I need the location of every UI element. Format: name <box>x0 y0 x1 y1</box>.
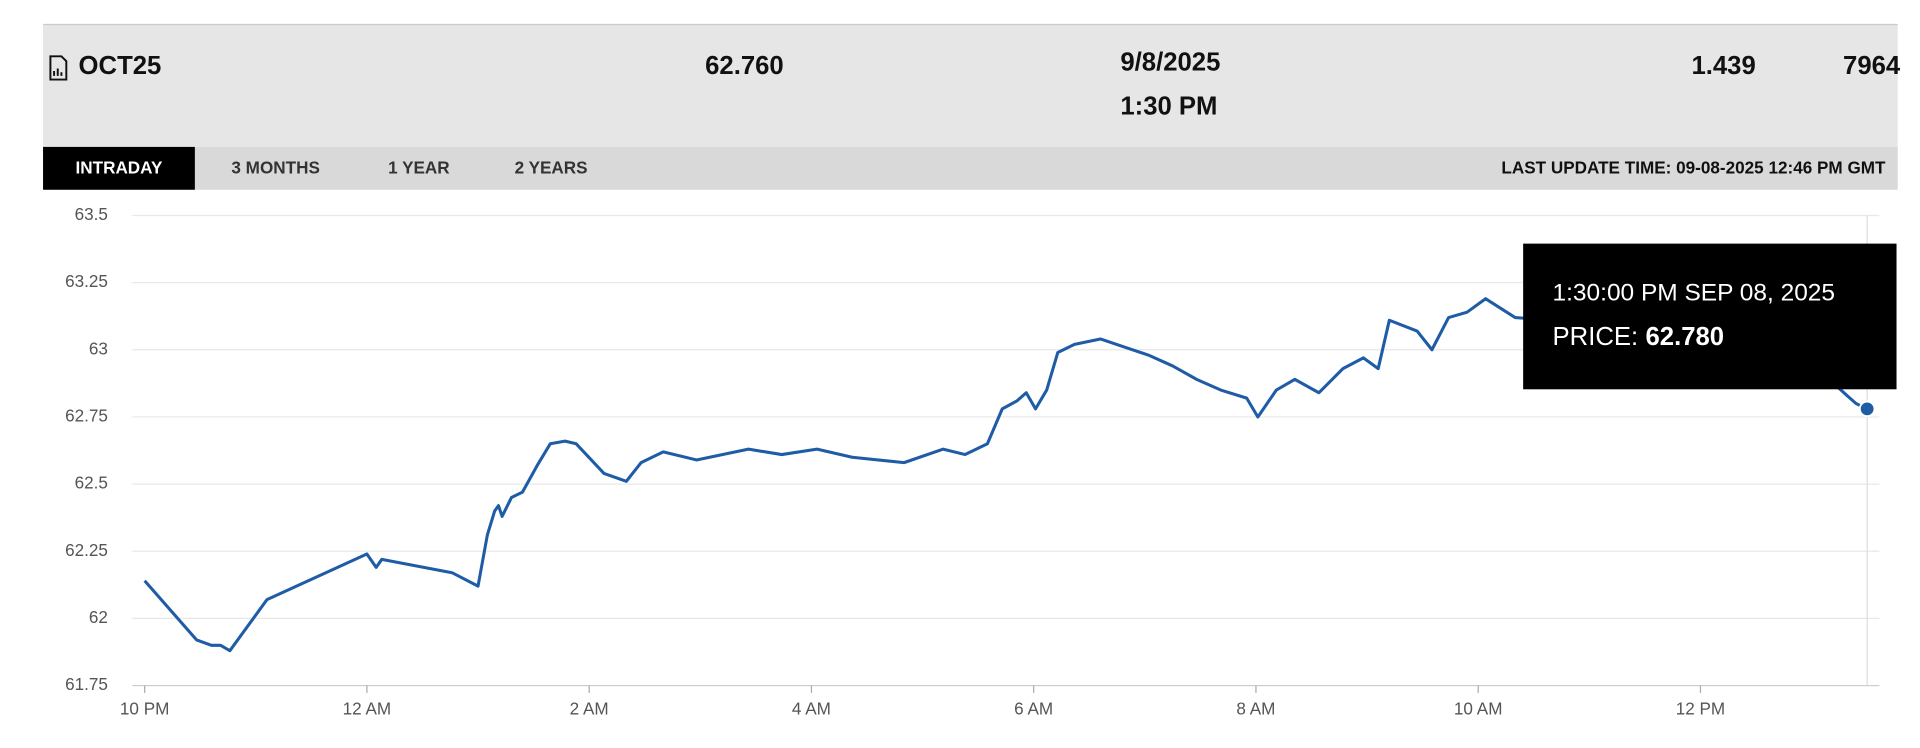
time: 1:30 PM <box>1120 93 1217 121</box>
y-tick-label: 63.25 <box>65 271 108 291</box>
date: 9/8/2025 <box>1120 48 1220 76</box>
change: 1.439 <box>1691 52 1755 80</box>
x-tick-label: 10 AM <box>1454 699 1503 719</box>
tooltip: 1:30:00 PM SEP 08, 2025 PRICE: 62.780 <box>1523 243 1897 390</box>
active-tab-bg <box>43 146 195 190</box>
x-tick-label: 12 PM <box>1676 699 1726 719</box>
last-update: LAST UPDATE TIME: 09-08-2025 12:46 PM GM… <box>1501 157 1886 177</box>
tooltip-price: PRICE: 62.780 <box>1553 323 1725 351</box>
x-tick-label: 6 AM <box>1014 699 1053 719</box>
x-tick-label: 2 AM <box>570 699 609 719</box>
volume: 7964 <box>1843 52 1901 80</box>
plot: 61.75 62 62.25 62.5 62.75 63 63.25 63.5 10 PM 12 … <box>65 204 1897 719</box>
tab[interactable]: 2 YEARS <box>515 157 588 177</box>
tooltip-time: 1:30:00 PM SEP 08, 2025 <box>1553 279 1836 306</box>
tab-bar <box>43 146 1898 190</box>
y-tick-label: 61.75 <box>65 674 108 694</box>
x-tick-label: 10 PM <box>120 699 170 719</box>
tooltip-price-label: PRICE: <box>1553 323 1639 351</box>
file-icon <box>49 55 68 81</box>
tab[interactable]: 1 YEAR <box>388 157 450 177</box>
price-line <box>143 297 1868 653</box>
last-price: 62.760 <box>705 52 784 80</box>
x-tick-label: 8 AM <box>1236 699 1275 719</box>
y-tick-label: 63 <box>89 338 108 358</box>
x-tick-label: 12 AM <box>343 699 392 719</box>
hover-point <box>1858 400 1876 418</box>
y-tick-label: 63.5 <box>75 204 108 224</box>
x-tick-label: 4 AM <box>792 699 831 719</box>
y-tick-label: 62 <box>89 607 108 627</box>
y-tick-label: 62.5 <box>75 473 108 493</box>
tab[interactable]: 3 MONTHS <box>231 157 320 177</box>
header-bar <box>43 24 1898 147</box>
y-tick-label: 62.75 <box>65 405 108 425</box>
y-tick-label: 62.25 <box>65 540 108 560</box>
symbol: OCT25 <box>79 52 162 80</box>
tooltip-price-value: 62.780 <box>1646 323 1725 351</box>
tooltip-box <box>1523 243 1897 390</box>
tab[interactable]: INTRADAY <box>76 157 163 177</box>
